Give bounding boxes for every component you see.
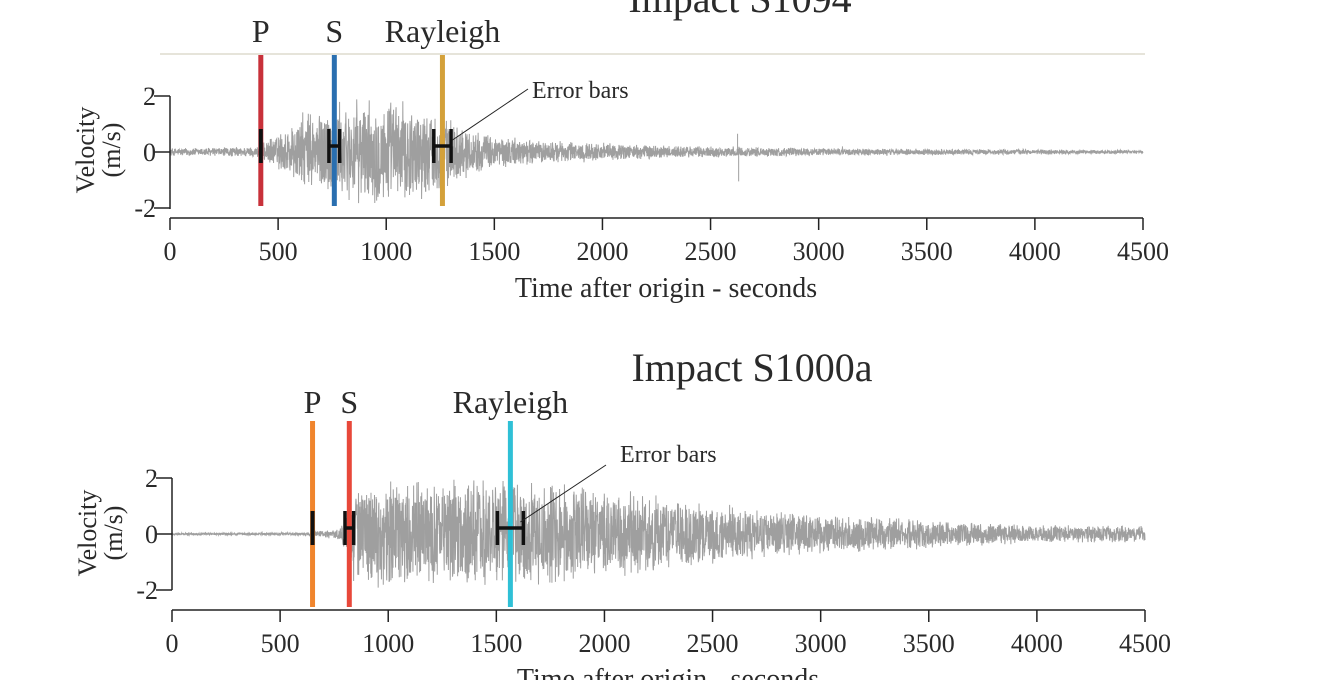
x-tick-label: 2500 — [687, 629, 739, 658]
x-tick-label: 1500 — [470, 629, 522, 658]
error-bar — [327, 129, 342, 163]
x-tick-label: 3000 — [793, 237, 845, 266]
y-tick-label: -2 — [136, 576, 158, 605]
annotation-leader-line — [452, 88, 529, 141]
x-tick-label: 2000 — [578, 629, 630, 658]
error-bar — [343, 511, 356, 545]
waveform-series — [171, 479, 1146, 588]
error-bar — [495, 511, 526, 545]
y-tick-label: 0 — [145, 520, 158, 549]
y-tick-label: 0 — [143, 138, 156, 167]
chart-title: Impact S1000a — [631, 345, 872, 390]
x-tick-label: 1000 — [360, 237, 412, 266]
x-tick-label: 4000 — [1011, 629, 1063, 658]
x-tick-label: 3500 — [903, 629, 955, 658]
x-tick-label: 500 — [259, 237, 298, 266]
x-tick-label: 0 — [166, 629, 179, 658]
y-axis-label-line2: (m/s) — [97, 123, 126, 178]
x-axis-label: Time after origin - seconds — [515, 273, 817, 304]
x-tick-label: 2000 — [576, 237, 628, 266]
x-tick-label: 0 — [164, 237, 177, 266]
x-tick-label: 4500 — [1119, 629, 1171, 658]
y-axis-label-line1: Velocity — [71, 107, 100, 194]
plot-marks: P S Rayleigh Error bars 2 0 -2 0 500 1000 1500 2000… — [134, 13, 1169, 266]
annotation-leader-line — [520, 464, 607, 523]
annotation-error-bars: Error bars — [532, 78, 629, 104]
y-axis-label-line2: (m/s) — [99, 506, 128, 561]
phase-label-rayleigh: Rayleigh — [385, 13, 501, 49]
y-axis-label-line1: Velocity — [73, 490, 102, 577]
phase-label-s: S — [340, 384, 358, 420]
panel-impact-s1000a: Impact S1000a P S Rayleigh Error bars 2 0 -2 0 5… — [73, 345, 1171, 680]
x-axis-label: Time after origin - seconds — [517, 664, 819, 680]
y-axis-label: Velocity (m/s) — [73, 490, 128, 577]
panel-impact-s1094: Impact S1094 P S Rayleigh Error bars 2 0 -2 0 50… — [71, 0, 1169, 304]
y-tick-label: 2 — [145, 464, 158, 493]
x-tick-label: 1500 — [468, 237, 520, 266]
x-tick-label: 1000 — [362, 629, 414, 658]
waveform-series — [169, 99, 1144, 204]
error-bar — [432, 129, 453, 163]
x-tick-label: 4000 — [1009, 237, 1061, 266]
phase-label-s: S — [325, 13, 343, 49]
annotation-error-bars: Error bars — [620, 442, 717, 468]
chart-title: Impact S1094 — [628, 0, 851, 21]
x-tick-label: 4500 — [1117, 237, 1169, 266]
phase-label-rayleigh: Rayleigh — [453, 384, 569, 420]
y-tick-label: -2 — [134, 194, 156, 223]
phase-label-p: P — [252, 13, 270, 49]
x-tick-label: 2500 — [685, 237, 737, 266]
y-axis-label: Velocity (m/s) — [71, 107, 126, 194]
x-tick-label: 500 — [261, 629, 300, 658]
phase-label-p: P — [304, 384, 322, 420]
x-tick-label: 3500 — [901, 237, 953, 266]
plot-marks: P S Rayleigh Error bars 2 0 -2 0 500 1000 1500 2000… — [136, 384, 1171, 658]
x-tick-label: 3000 — [795, 629, 847, 658]
y-tick-label: 2 — [143, 82, 156, 111]
